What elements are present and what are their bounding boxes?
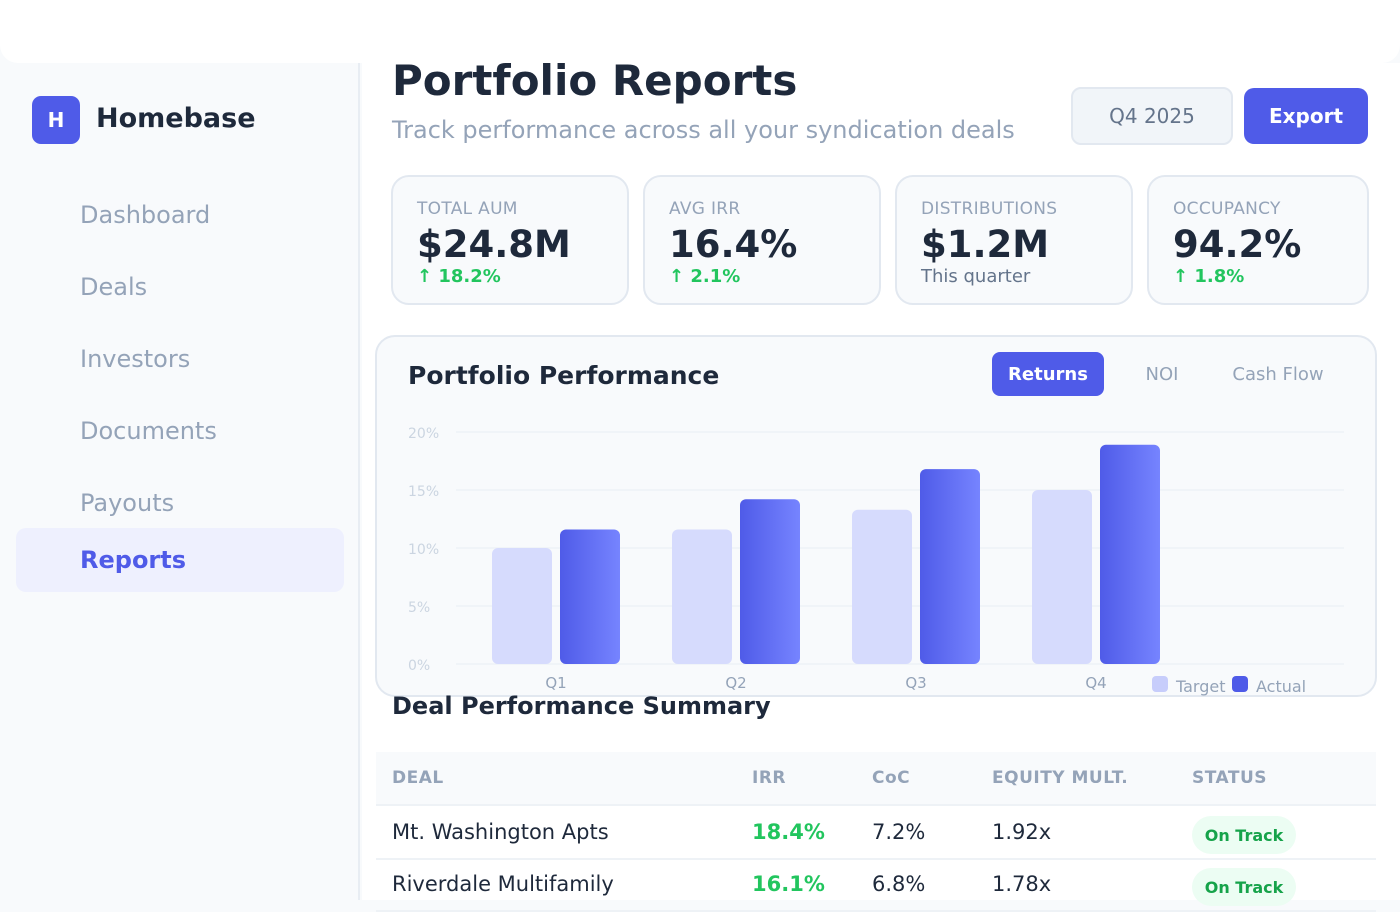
metric-change: ↑ 1.8%	[1173, 266, 1245, 287]
metric-label: TOTAL AUM	[417, 199, 518, 219]
column-header-status[interactable]: STATUS	[1192, 768, 1268, 788]
deal-irr: 18.4%	[752, 820, 825, 844]
tab-cash-flow[interactable]: Cash Flow	[1232, 363, 1324, 385]
legend-label-actual: Actual	[1256, 677, 1306, 696]
top-bar	[0, 0, 1400, 63]
deal-equity-mult: 1.78x	[992, 872, 1052, 896]
legend-swatch-target	[1152, 676, 1168, 692]
metric-change: ↑ 2.1%	[669, 266, 741, 287]
metric-value: 16.4%	[669, 223, 798, 266]
sidebar: H Homebase	[0, 63, 360, 900]
y-tick-label: 10%	[408, 542, 439, 558]
metric-card-avg-irr: AVG IRR 16.4% ↑ 2.1%	[643, 175, 881, 305]
metric-card-total-aum: TOTAL AUM $24.8M ↑ 18.2%	[391, 175, 629, 305]
deal-coc: 7.2%	[872, 820, 926, 844]
deal-equity-mult: 1.92x	[992, 820, 1052, 844]
column-header-equity-mult[interactable]: EQUITY MULT.	[992, 768, 1129, 788]
sidebar-item-documents[interactable]: Documents	[80, 417, 217, 445]
tab-returns[interactable]: Returns	[992, 352, 1104, 396]
brand-name: Homebase	[96, 103, 256, 134]
sidebar-item-investors[interactable]: Investors	[80, 345, 191, 373]
bar-target-q4	[1032, 490, 1092, 664]
deal-irr: 16.1%	[752, 872, 825, 896]
sidebar-item-reports[interactable]: Reports	[16, 528, 344, 592]
x-tick-label: Q4	[1085, 674, 1106, 692]
logo-icon: H	[32, 96, 80, 144]
y-tick-label: 0%	[408, 658, 430, 674]
deal-name: Riverdale Multifamily	[392, 872, 614, 896]
bar-actual-q1	[560, 529, 620, 664]
bar-actual-q3	[920, 469, 980, 664]
x-tick-label: Q3	[905, 674, 926, 692]
period-selector[interactable]: Q4 2025	[1071, 87, 1233, 145]
column-header-deal[interactable]: DEAL	[392, 768, 444, 788]
metric-change: ↑ 18.2%	[417, 266, 501, 287]
deal-coc: 6.8%	[872, 872, 926, 896]
legend-swatch-actual	[1232, 676, 1248, 692]
bar-actual-q4	[1100, 444, 1160, 664]
table-row[interactable]	[376, 808, 1376, 860]
sidebar-item-deals[interactable]: Deals	[80, 273, 148, 301]
x-tick-label: Q2	[725, 674, 746, 692]
metric-card-distributions: DISTRIBUTIONS $1.2M This quarter	[895, 175, 1133, 305]
export-button[interactable]: Export	[1244, 88, 1368, 144]
column-header-irr[interactable]: IRR	[752, 768, 787, 788]
metric-value: 94.2%	[1173, 223, 1302, 266]
sidebar-item-payouts[interactable]: Payouts	[80, 489, 175, 517]
metric-label: AVG IRR	[669, 199, 741, 219]
sidebar-item-dashboard[interactable]: Dashboard	[80, 201, 211, 229]
metric-change: This quarter	[921, 266, 1031, 287]
page-title: Portfolio Reports	[392, 56, 798, 105]
metric-card-occupancy: OCCUPANCY 94.2% ↑ 1.8%	[1147, 175, 1369, 305]
table-title: Deal Performance Summary	[392, 692, 771, 720]
bar-target-q2	[672, 529, 732, 664]
y-tick-label: 20%	[408, 426, 439, 442]
status-badge: On Track	[1192, 868, 1296, 906]
metric-label: DISTRIBUTIONS	[921, 199, 1058, 219]
status-badge: On Track	[1192, 816, 1296, 854]
metric-value: $1.2M	[921, 223, 1050, 266]
metric-value: $24.8M	[417, 223, 571, 266]
column-header-coc[interactable]: CoC	[872, 768, 911, 788]
legend-label-target: Target	[1175, 677, 1226, 696]
metric-label: OCCUPANCY	[1173, 199, 1281, 219]
bar-chart: 0% 5% 10% 15% 20% Q1 Q2 Q3 Q4 Target Actual	[408, 426, 1344, 696]
bar-target-q3	[852, 509, 912, 664]
page-subtitle: Track performance across all your syndic…	[392, 116, 1015, 144]
chart-title: Portfolio Performance	[408, 361, 720, 390]
deal-name: Mt. Washington Apts	[392, 820, 609, 844]
y-tick-label: 15%	[408, 484, 439, 500]
table-header	[376, 752, 1376, 806]
x-tick-label: Q1	[545, 674, 566, 692]
tab-noi[interactable]: NOI	[1145, 363, 1179, 385]
bar-actual-q2	[740, 499, 800, 664]
bar-target-q1	[492, 548, 552, 664]
y-tick-label: 5%	[408, 600, 430, 616]
